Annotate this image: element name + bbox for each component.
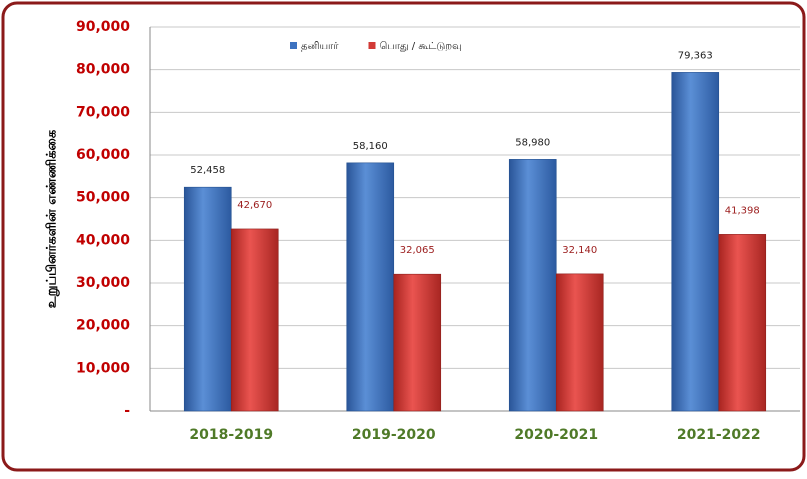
y-tick-label: - xyxy=(124,403,130,419)
y-tick-label: 80,000 xyxy=(76,62,130,78)
y-tick-label: 10,000 xyxy=(76,360,130,376)
y-tick-label: 50,000 xyxy=(76,190,130,206)
bar xyxy=(508,159,557,412)
bar xyxy=(183,186,232,412)
y-tick-label: 60,000 xyxy=(76,147,130,163)
legend-label: பொது / கூட்டுறவு xyxy=(380,41,462,52)
y-tick-label: 90,000 xyxy=(76,19,130,35)
y-tick-label: 40,000 xyxy=(76,232,130,248)
legend-label: தனியார் xyxy=(301,41,339,52)
value-label: 42,670 xyxy=(237,200,272,211)
legend-swatch xyxy=(368,42,376,49)
x-tick-label: 2020-2021 xyxy=(514,427,598,443)
value-label: 79,363 xyxy=(678,50,713,61)
bar xyxy=(393,273,442,412)
x-tick-label: 2018-2019 xyxy=(189,427,273,443)
y-tick-label: 20,000 xyxy=(76,318,130,334)
bar xyxy=(346,162,395,412)
value-label: 58,980 xyxy=(515,137,550,148)
bar xyxy=(718,234,767,412)
x-tick-label: 2019-2020 xyxy=(352,427,436,443)
x-tick-label: 2021-2022 xyxy=(677,427,761,443)
value-label: 41,398 xyxy=(725,205,760,216)
y-axis-label: உறுப்பினர்களின் எண்ணிக்கை xyxy=(45,129,60,308)
bar xyxy=(230,228,279,412)
value-label: 58,160 xyxy=(353,141,388,152)
value-label: 32,065 xyxy=(400,245,435,256)
legend-swatch xyxy=(290,42,297,49)
value-label: 32,140 xyxy=(562,245,597,256)
y-tick-label: 30,000 xyxy=(76,275,130,291)
bar xyxy=(671,72,720,412)
bar xyxy=(555,273,604,412)
value-label: 52,458 xyxy=(190,165,225,176)
y-tick-label: 70,000 xyxy=(76,104,130,120)
